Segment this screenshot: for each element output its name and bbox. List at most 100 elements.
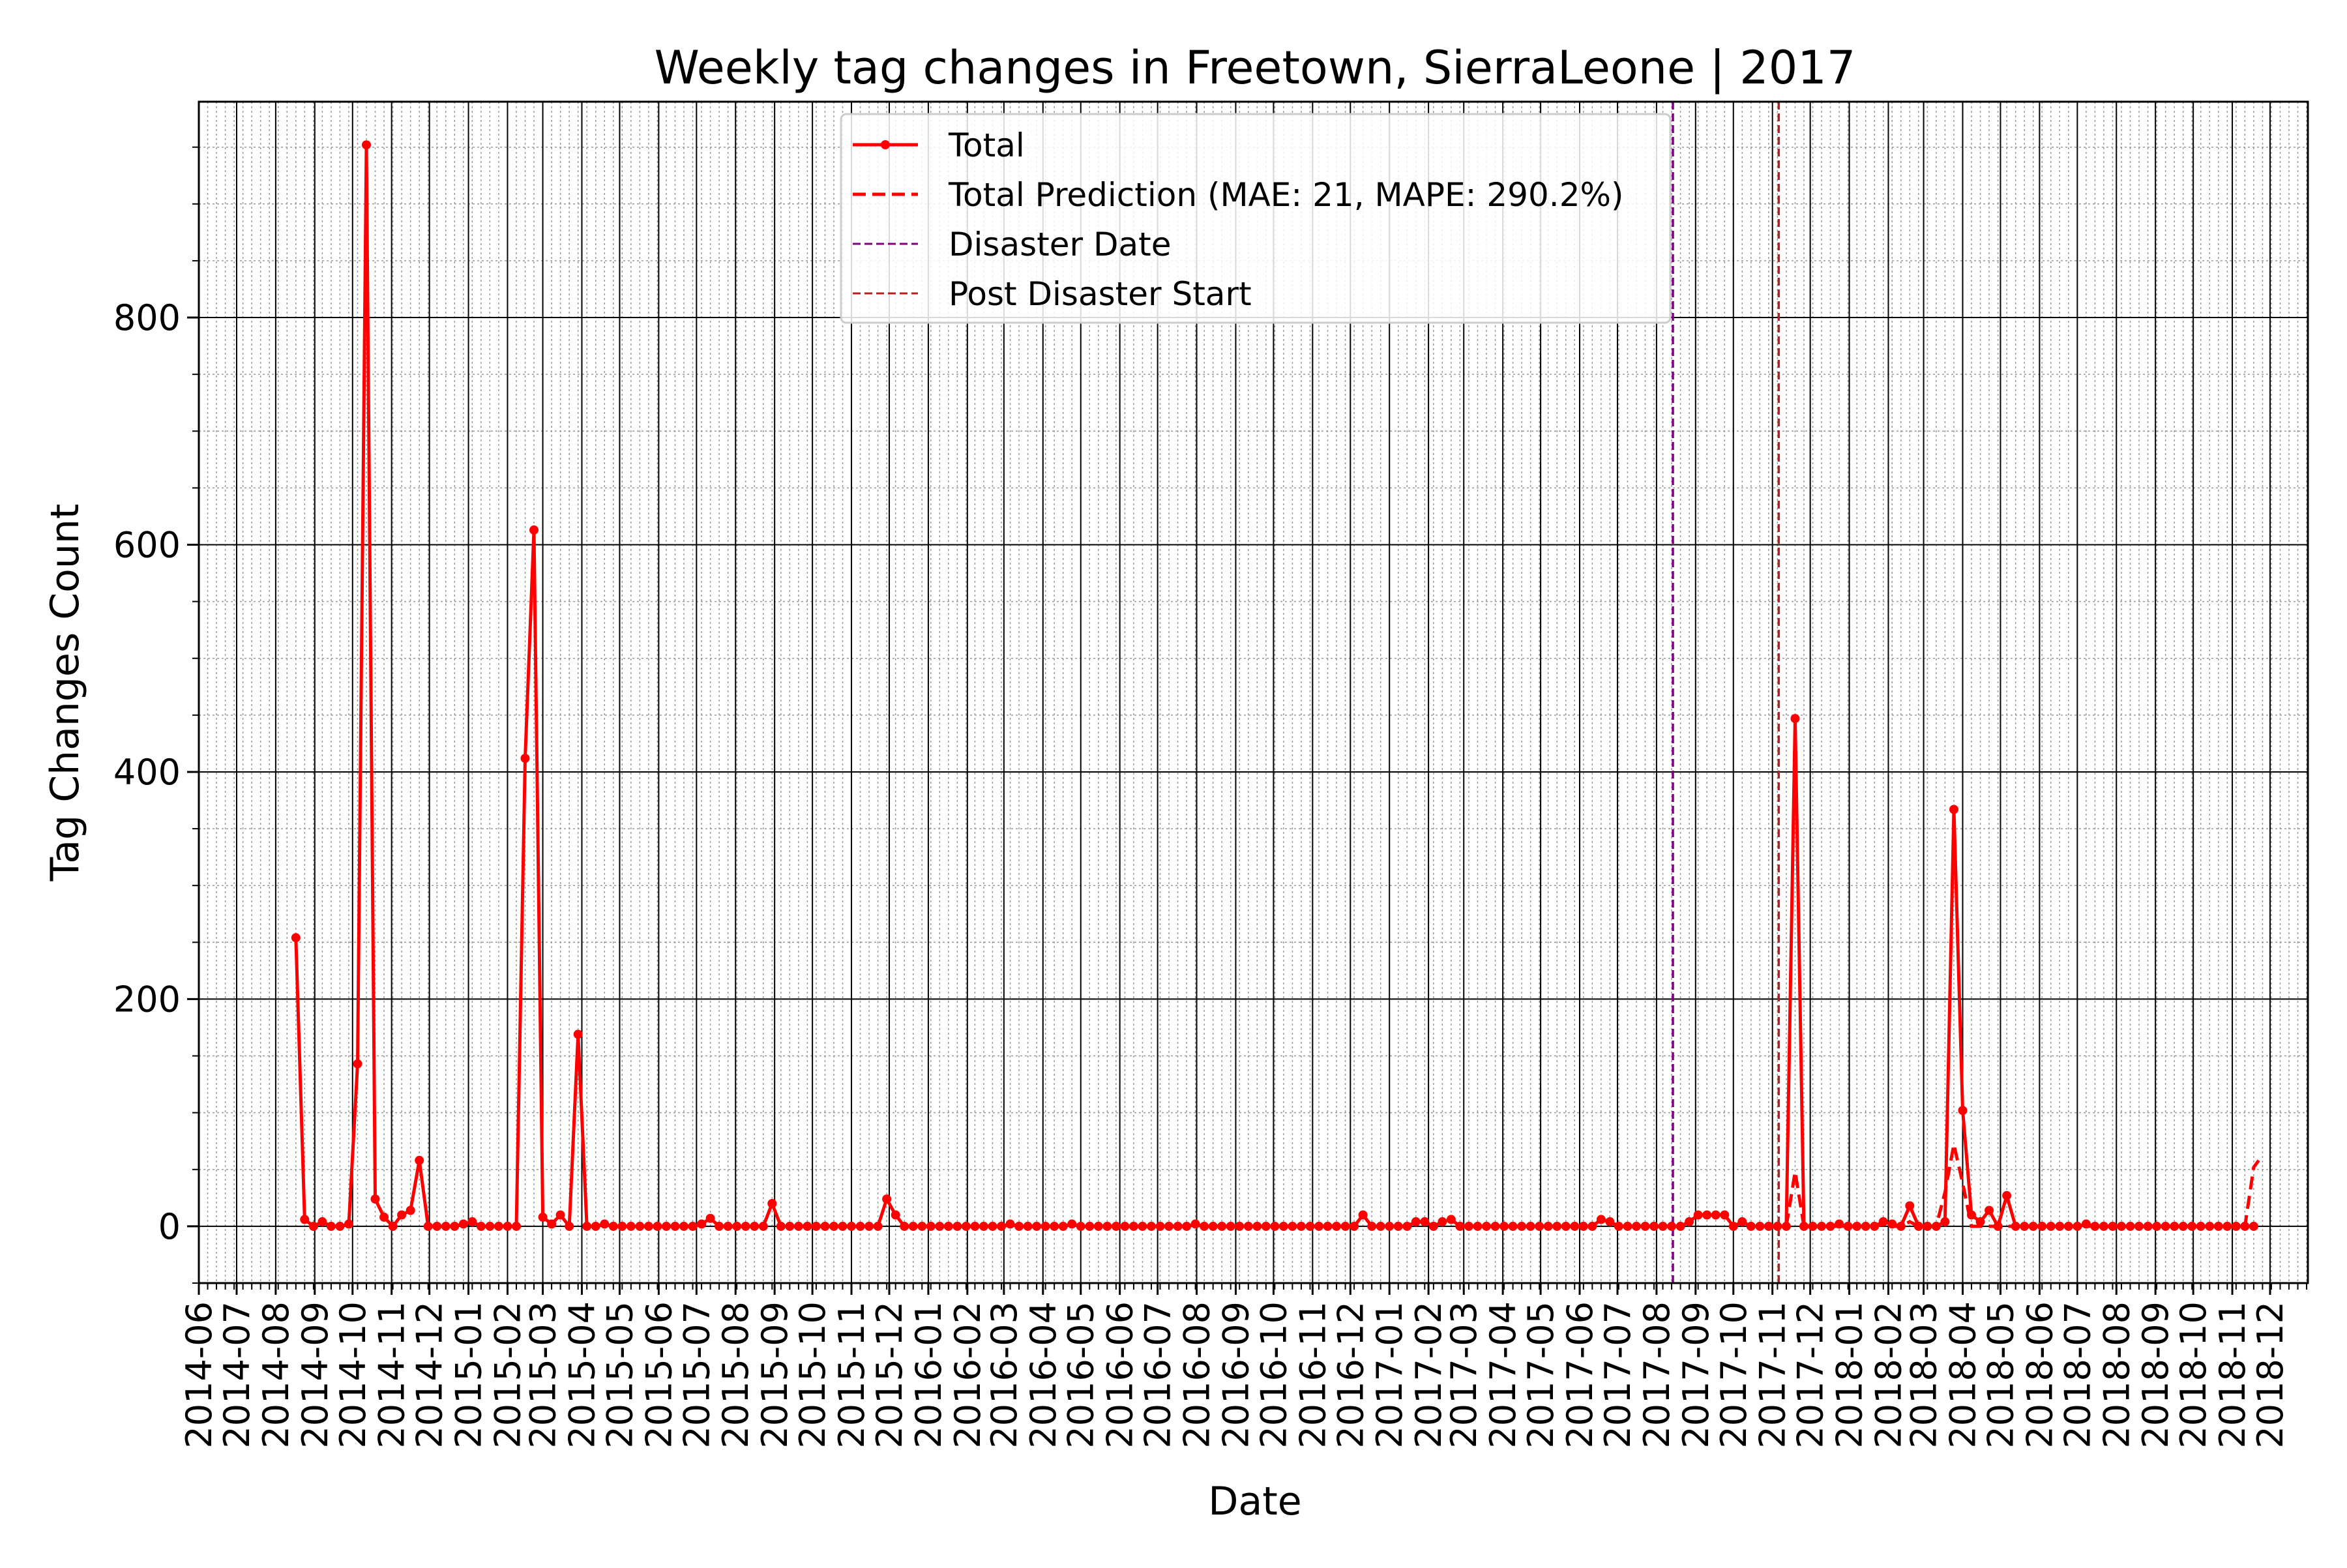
data-point-total	[2187, 1221, 2197, 1231]
x-tick-label: 2016-03	[984, 1301, 1025, 1449]
data-point-total	[1252, 1221, 1262, 1231]
y-tick-label: 200	[113, 979, 181, 1020]
data-point-total	[1746, 1221, 1756, 1231]
data-point-total	[291, 933, 301, 943]
data-point-total	[335, 1221, 345, 1231]
data-point-total	[1208, 1221, 1218, 1231]
data-point-total	[1446, 1215, 1456, 1224]
x-tick-label: 2015-04	[561, 1301, 602, 1449]
data-point-total	[1905, 1201, 1915, 1211]
data-point-total	[1773, 1221, 1782, 1231]
data-point-total	[1350, 1221, 1359, 1231]
data-point-total	[1385, 1221, 1395, 1231]
data-point-total	[600, 1219, 610, 1229]
data-point-total	[793, 1221, 803, 1231]
data-point-total	[1552, 1221, 1562, 1231]
data-point-total	[2073, 1221, 2082, 1231]
data-point-total	[1913, 1221, 1923, 1231]
data-point-total	[635, 1221, 645, 1231]
data-point-total	[1808, 1221, 1818, 1231]
data-point-total	[1041, 1221, 1050, 1231]
x-tick-label: 2015-10	[792, 1301, 833, 1449]
data-point-total	[697, 1219, 707, 1229]
data-point-total	[1050, 1221, 1059, 1231]
x-tick-label: 2016-11	[1292, 1301, 1333, 1449]
data-point-total	[1296, 1221, 1306, 1231]
data-point-total	[1270, 1221, 1280, 1231]
data-point-total	[1305, 1221, 1315, 1231]
data-point-total	[732, 1221, 742, 1231]
data-point-total	[970, 1221, 980, 1231]
x-tick-label: 2018-05	[1980, 1301, 2021, 1449]
data-point-total	[2196, 1221, 2206, 1231]
data-point-total	[555, 1210, 565, 1220]
data-point-total	[2161, 1221, 2170, 1231]
data-point-total	[1226, 1221, 1235, 1231]
data-point-total	[688, 1221, 698, 1231]
data-point-total	[1314, 1221, 1323, 1231]
data-point-total	[1685, 1217, 1694, 1226]
x-tick-label: 2015-02	[487, 1301, 528, 1449]
data-point-total	[1482, 1221, 1491, 1231]
data-point-total	[1376, 1221, 1385, 1231]
x-tick-label: 2017-08	[1636, 1301, 1677, 1449]
data-point-total	[1781, 1221, 1791, 1231]
data-point-total	[1420, 1217, 1430, 1226]
data-point-total	[1235, 1221, 1245, 1231]
x-tick-label: 2017-02	[1408, 1301, 1449, 1449]
data-point-total	[1464, 1221, 1473, 1231]
x-tick-label: 2014-11	[372, 1301, 413, 1449]
y-tick-label: 0	[158, 1206, 181, 1247]
legend-label-post-disaster-start: Post Disaster Start	[949, 275, 1252, 313]
x-tick-label: 2015-12	[869, 1301, 910, 1449]
data-point-total	[512, 1221, 521, 1231]
data-point-total	[1278, 1221, 1288, 1231]
y-axis-label: Tag Changes Count	[42, 504, 88, 882]
legend-marker-total	[881, 140, 890, 149]
data-point-total	[882, 1194, 892, 1204]
data-point-total	[715, 1221, 724, 1231]
data-point-total	[467, 1217, 477, 1226]
data-point-total	[891, 1210, 900, 1220]
data-point-total	[1737, 1217, 1747, 1226]
reference-lines	[1672, 102, 1780, 1283]
x-axis: 2014-062014-072014-082014-092014-102014-…	[179, 1283, 2308, 1449]
data-point-total	[1455, 1221, 1465, 1231]
data-point-total	[873, 1221, 883, 1231]
data-point-total	[855, 1221, 865, 1231]
data-point-total	[2205, 1221, 2215, 1231]
data-point-total	[979, 1221, 988, 1231]
data-point-total	[1587, 1221, 1597, 1231]
data-point-total	[2037, 1221, 2047, 1231]
data-point-total	[1623, 1221, 1632, 1231]
data-point-total	[423, 1221, 433, 1231]
data-point-total	[1852, 1221, 1862, 1231]
data-point-total	[820, 1221, 830, 1231]
x-tick-label: 2018-04	[1942, 1301, 1983, 1449]
data-point-total	[1958, 1106, 1968, 1116]
data-point-total	[1940, 1217, 1950, 1226]
data-point-total	[1428, 1221, 1438, 1231]
x-tick-label: 2018-01	[1829, 1301, 1870, 1449]
data-point-total	[1720, 1210, 1730, 1220]
data-point-total	[935, 1221, 945, 1231]
data-point-total	[1367, 1221, 1377, 1231]
data-point-total	[908, 1221, 918, 1231]
data-point-total	[1067, 1219, 1077, 1229]
data-point-total	[617, 1221, 627, 1231]
x-tick-label: 2015-07	[676, 1301, 717, 1449]
x-tick-label: 2018-06	[2019, 1301, 2060, 1449]
data-point-total	[1755, 1221, 1765, 1231]
x-tick-label: 2015-01	[449, 1301, 490, 1449]
data-point-total	[529, 525, 539, 535]
x-tick-label: 2018-11	[2212, 1301, 2253, 1449]
data-point-total	[1878, 1217, 1888, 1226]
x-tick-label: 2017-10	[1713, 1301, 1754, 1449]
data-point-total	[582, 1221, 592, 1231]
data-point-total	[326, 1221, 336, 1231]
x-tick-label: 2015-09	[754, 1301, 795, 1449]
data-point-total	[1111, 1221, 1121, 1231]
data-point-total	[503, 1221, 512, 1231]
data-point-total	[450, 1221, 460, 1231]
